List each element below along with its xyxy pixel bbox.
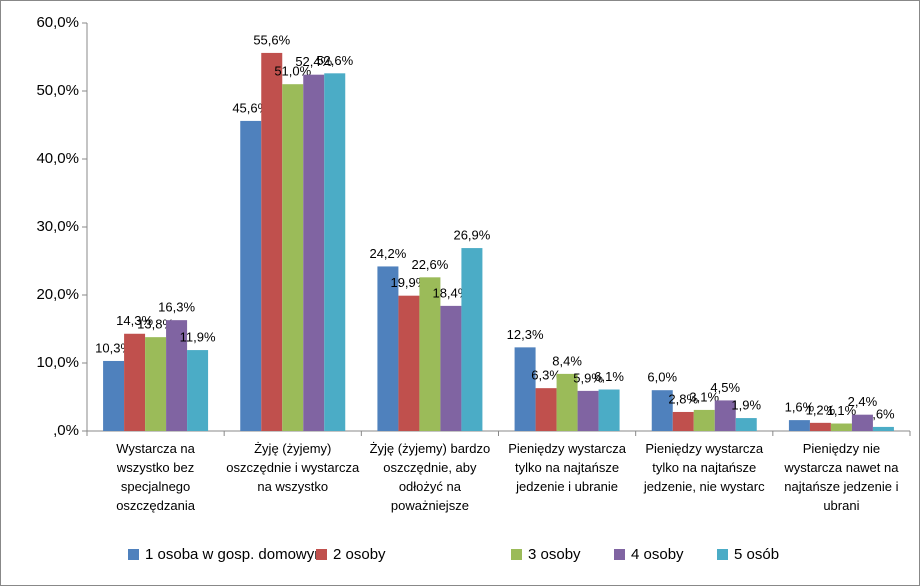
bar: [598, 389, 620, 431]
bar: [103, 360, 125, 431]
bar: [377, 266, 399, 431]
bar: [461, 248, 483, 431]
data-label: 6,0%: [647, 370, 677, 385]
bar: [398, 295, 420, 431]
bar: [261, 52, 283, 432]
data-label: 6,1%: [594, 369, 624, 384]
y-tick-label: ,0%: [53, 422, 79, 439]
legend-swatch: [128, 549, 139, 560]
data-label: 4,5%: [710, 380, 740, 395]
data-label: 52,6%: [316, 53, 353, 68]
data-label: 10,3%: [95, 340, 132, 355]
bar: [693, 409, 715, 431]
bar: [145, 337, 167, 431]
data-label: 52,4%: [295, 54, 332, 69]
legend-label: 2 osoby: [333, 546, 386, 563]
legend-swatch: [316, 549, 327, 560]
x-tick-label: Pieniędzy nie wystarcza nawet na najtańs…: [784, 441, 899, 513]
data-label: ,6%: [872, 406, 895, 421]
data-label: 1,2%: [806, 402, 836, 417]
data-label: 55,6%: [253, 32, 290, 47]
data-label: 2,8%: [668, 391, 698, 406]
y-tick-label: 50,0%: [36, 82, 79, 99]
y-tick-label: 60,0%: [36, 14, 79, 31]
bar: [809, 422, 831, 431]
data-label: 1,9%: [731, 398, 761, 413]
y-tick-label: 10,0%: [36, 354, 79, 371]
legend-swatch: [511, 549, 522, 560]
data-label: 16,3%: [158, 300, 195, 315]
data-label: 3,1%: [689, 389, 719, 404]
bar: [303, 74, 325, 432]
data-label: 5,9%: [573, 370, 603, 385]
bar: [166, 320, 188, 431]
bar: [872, 426, 894, 431]
x-tick-label: Pieniędzy wystarcza tylko na najtańsze j…: [508, 441, 626, 494]
bar: [440, 305, 462, 431]
data-label: 13,8%: [137, 317, 174, 332]
data-label: 18,4%: [432, 285, 469, 300]
bar: [240, 120, 262, 432]
data-label: 19,9%: [390, 275, 427, 290]
bar: [851, 414, 873, 431]
legend-label: 1 osoba w gosp. domowym: [145, 546, 327, 563]
x-tick-label: Wystarcza na wszystko bez specjalnego os…: [116, 441, 195, 513]
bar: [124, 333, 146, 431]
data-label: 45,6%: [232, 100, 269, 115]
bar: [735, 418, 757, 431]
data-label: 12,3%: [507, 327, 544, 342]
bar: [419, 277, 441, 431]
data-label: 2,4%: [848, 394, 878, 409]
y-tick-label: 20,0%: [36, 286, 79, 303]
data-label: 8,4%: [552, 353, 582, 368]
legend-label: 4 osoby: [631, 546, 684, 563]
bar: [651, 390, 673, 431]
bar: [514, 347, 536, 431]
bar: [577, 390, 599, 431]
bar: [672, 411, 694, 431]
y-tick-label: 40,0%: [36, 150, 79, 167]
x-tick-label: Żyję (żyjemy) oszczędnie i wystarcza na …: [226, 441, 360, 494]
data-label: 22,6%: [411, 257, 448, 272]
data-label: 24,2%: [369, 246, 406, 261]
y-tick-label: 30,0%: [36, 218, 79, 235]
x-tick-label: Żyję (żyjemy) bardzo oszczędnie, aby odł…: [369, 441, 491, 513]
data-label: 11,9%: [180, 330, 216, 345]
data-label: 26,9%: [453, 228, 490, 243]
bar: [282, 84, 304, 431]
bar: [714, 400, 736, 431]
bar: [535, 388, 557, 431]
bar: [324, 73, 346, 431]
data-label: 1,6%: [785, 400, 815, 415]
bar: [788, 420, 810, 431]
data-label: 51,0%: [274, 64, 311, 79]
data-label: 1,1%: [827, 403, 857, 418]
legend-label: 5 osób: [734, 546, 779, 563]
bar: [187, 350, 209, 431]
x-tick-label: Pieniędzy wystarcza tylko na najtańsze j…: [643, 441, 765, 494]
legend-swatch: [717, 549, 728, 560]
bar: [830, 423, 852, 431]
bar: [556, 373, 578, 431]
data-label: 6,3%: [531, 368, 561, 383]
data-label: 14,3%: [116, 313, 153, 328]
legend-swatch: [614, 549, 625, 560]
legend-label: 3 osoby: [528, 546, 581, 563]
